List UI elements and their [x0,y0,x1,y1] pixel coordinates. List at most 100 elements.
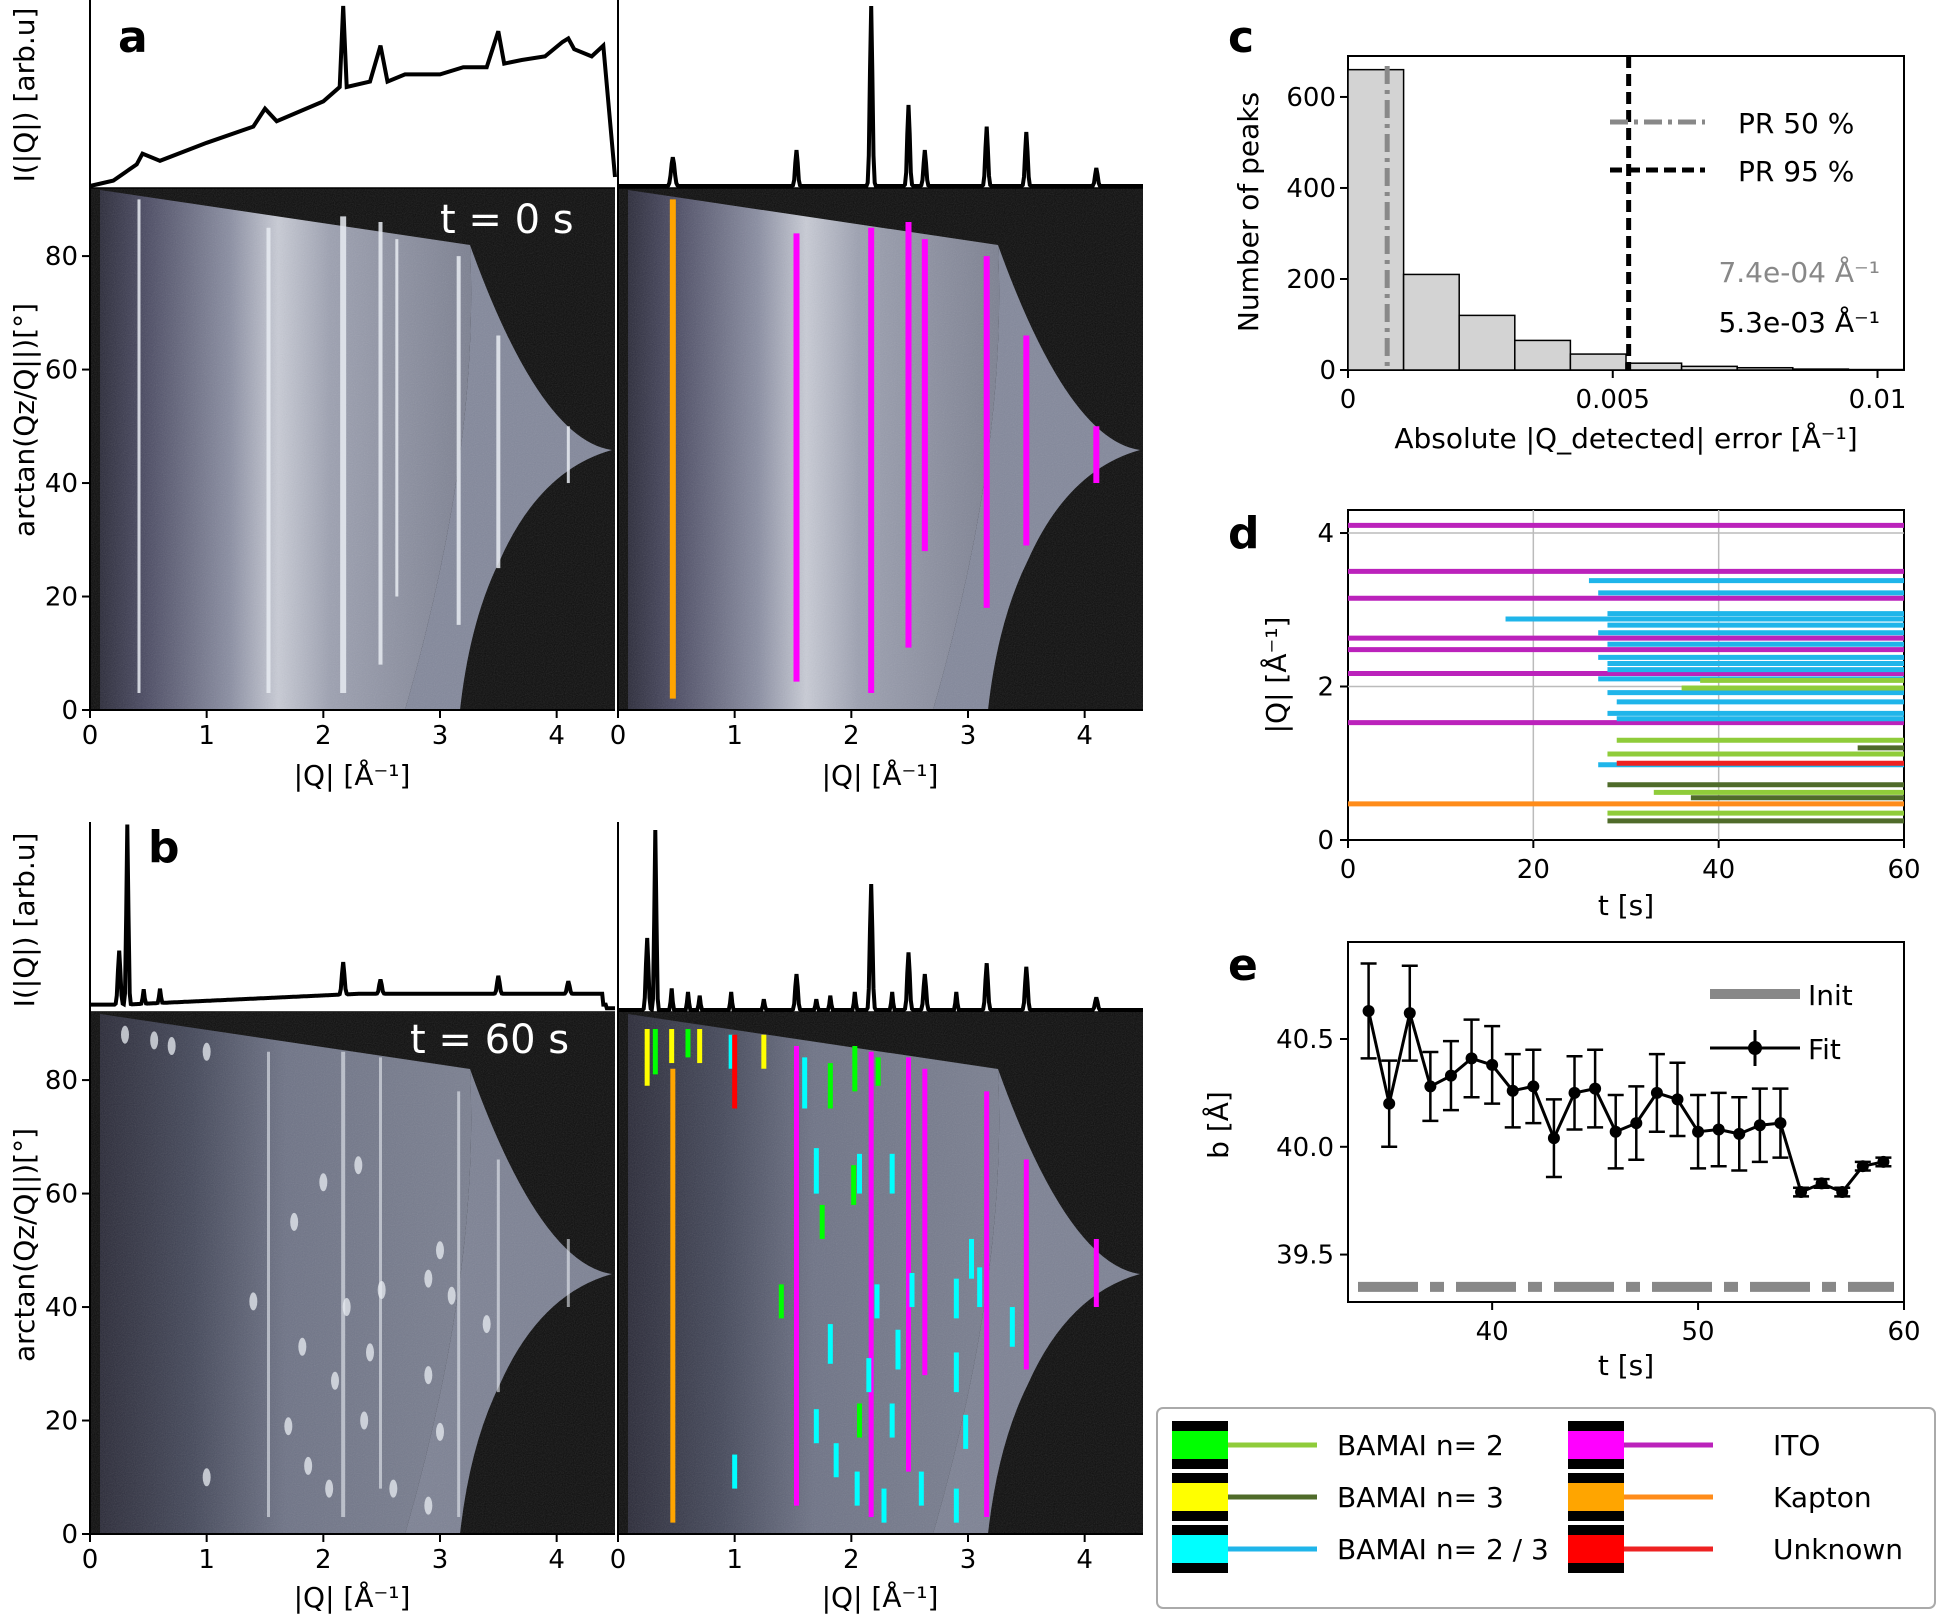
a-xlabel-right: |Q| [Å⁻¹] [822,758,939,792]
d-x-tick-label: 0 [1340,855,1357,885]
a-map-left: t = 0 s [90,188,615,710]
e-y-tick-label: 39.5 [1276,1241,1334,1271]
y-tick-label: 40 [45,469,78,499]
y-tick-label: 60 [45,1180,78,1210]
x-tick-label: 3 [960,721,977,751]
histogram-bar [1792,368,1850,371]
c-x-tick-label: 0 [1340,385,1357,415]
b-profile-left-line [90,824,615,1011]
diffraction-spot [436,1241,444,1260]
y-tick-label: 80 [45,242,78,272]
x-tick-label: 1 [726,721,743,751]
b-profile-right-line [618,829,1143,1014]
fit-point [1465,1052,1478,1065]
x-tick-label: 2 [843,721,860,751]
a-profile-right [617,0,1143,188]
b-profile-right [617,822,1143,1014]
fit-point [1815,1177,1828,1190]
e-frame [1347,941,1905,1303]
a-profile-left [89,0,617,188]
diffraction-spot [424,1496,433,1515]
c-y-tick-label: 0 [1319,356,1336,386]
diffraction-spot [389,1479,398,1498]
e-legend-fit-marker [1748,1041,1762,1055]
fit-line [1367,1010,1884,1195]
x-tick-label: 4 [548,1545,565,1575]
b-profile-left [89,822,615,1012]
d-axes: 0 20 40 60 0 2 4 [1317,519,1920,885]
diffraction-spot [150,1031,159,1050]
c-y-tick-label: 400 [1286,174,1336,204]
c-y-tick-label: 200 [1286,265,1336,295]
e-x-tick-label: 40 [1476,1317,1509,1347]
histogram-bar [1736,366,1794,371]
fit-point [1609,1125,1622,1138]
diffraction-spot [167,1037,176,1056]
c-legend-pr50: PR 50 % [1738,107,1854,140]
y-tick-label: 0 [61,696,78,726]
x-tick-label: 4 [1076,1545,1093,1575]
fit-point [1403,1007,1416,1020]
legend-label: BAMAI n= 3 [1337,1481,1504,1514]
fit-point [1753,1119,1766,1132]
y-tick-label: 80 [45,1066,78,1096]
x-tick-label: 2 [843,1545,860,1575]
c-legend-pr95: PR 95 % [1738,155,1854,188]
b-map-left: t = 60 s [90,1012,615,1534]
legend-label: Kapton [1773,1481,1872,1514]
e-ylabel: b [Å] [1201,1091,1235,1159]
x-tick-label: 0 [82,721,99,751]
panel-e: e 40 50 60 39.5 40.0 40.5 Init Fit b [Å] t [s… [1201,940,1921,1382]
panel-letter-d: d [1228,508,1260,559]
diffraction-spot [298,1337,307,1356]
diffraction-spot [202,1042,211,1061]
y-tick-label: 0 [61,1520,78,1550]
x-tick-label: 2 [315,1545,332,1575]
fit-point [1650,1086,1663,1099]
color-legend: BAMAI n= 2 BAMAI n= 3 BAMAI n= 2 / 3 ITO Kap… [1156,1407,1936,1609]
b-map-right [618,1012,1143,1534]
legend-label: BAMAI n= 2 / 3 [1337,1533,1549,1566]
c-annotation-pr95: 5.3e-03 Å⁻¹ [1718,305,1880,339]
x-tick-label: 1 [198,1545,215,1575]
diffraction-spot [284,1417,293,1436]
legend-swatch [1172,1483,1228,1511]
e-legend-init: Init [1808,979,1853,1012]
legend-swatch [1568,1431,1624,1459]
c-ylabel: Number of peaks [1232,92,1265,332]
histogram-bar [1402,273,1460,371]
c-xlabel: Absolute |Q_detected| error [Å⁻¹] [1394,421,1857,455]
diffraction-spot [366,1343,374,1362]
x-tick-label: 0 [610,1545,627,1575]
x-tick-label: 1 [198,721,215,751]
b-time-label: t = 60 s [410,1017,569,1063]
fit-point [1444,1069,1457,1082]
fit-point [1527,1080,1540,1093]
y-tick-label: 60 [45,356,78,386]
x-tick-label: 0 [610,721,627,751]
histogram-bar [1458,314,1516,371]
d-y-tick-label: 2 [1317,673,1334,703]
e-y-tick-label: 40.5 [1276,1025,1334,1055]
fit-point [1836,1186,1849,1199]
c-x-tick-label: 0.005 [1576,385,1650,415]
fit-point [1671,1093,1684,1106]
diffraction-spot [360,1411,369,1430]
c-x-tick-label: 0.01 [1849,385,1907,415]
d-y-tick-label: 0 [1317,826,1334,856]
x-tick-label: 3 [960,1545,977,1575]
x-tick-label: 2 [315,721,332,751]
histogram-bar [1569,353,1627,371]
c-axes: 0 0.005 0.01 0 200 400 600 [1286,83,1906,415]
b-ylabel-top: I(|Q|) [arb.u] [8,833,41,1008]
b-detected-lines [644,1029,1099,1523]
c-legend: PR 50 % PR 95 % [1610,107,1854,188]
histogram-bar [1680,365,1738,371]
c-y-tick-label: 600 [1286,83,1336,113]
b-xlabel-left: |Q| [Å⁻¹] [294,1580,411,1614]
diffraction-spot [331,1371,339,1390]
diffraction-spot [447,1286,456,1305]
histogram-bar [1625,362,1683,371]
d-y-tick-label: 4 [1317,519,1334,549]
